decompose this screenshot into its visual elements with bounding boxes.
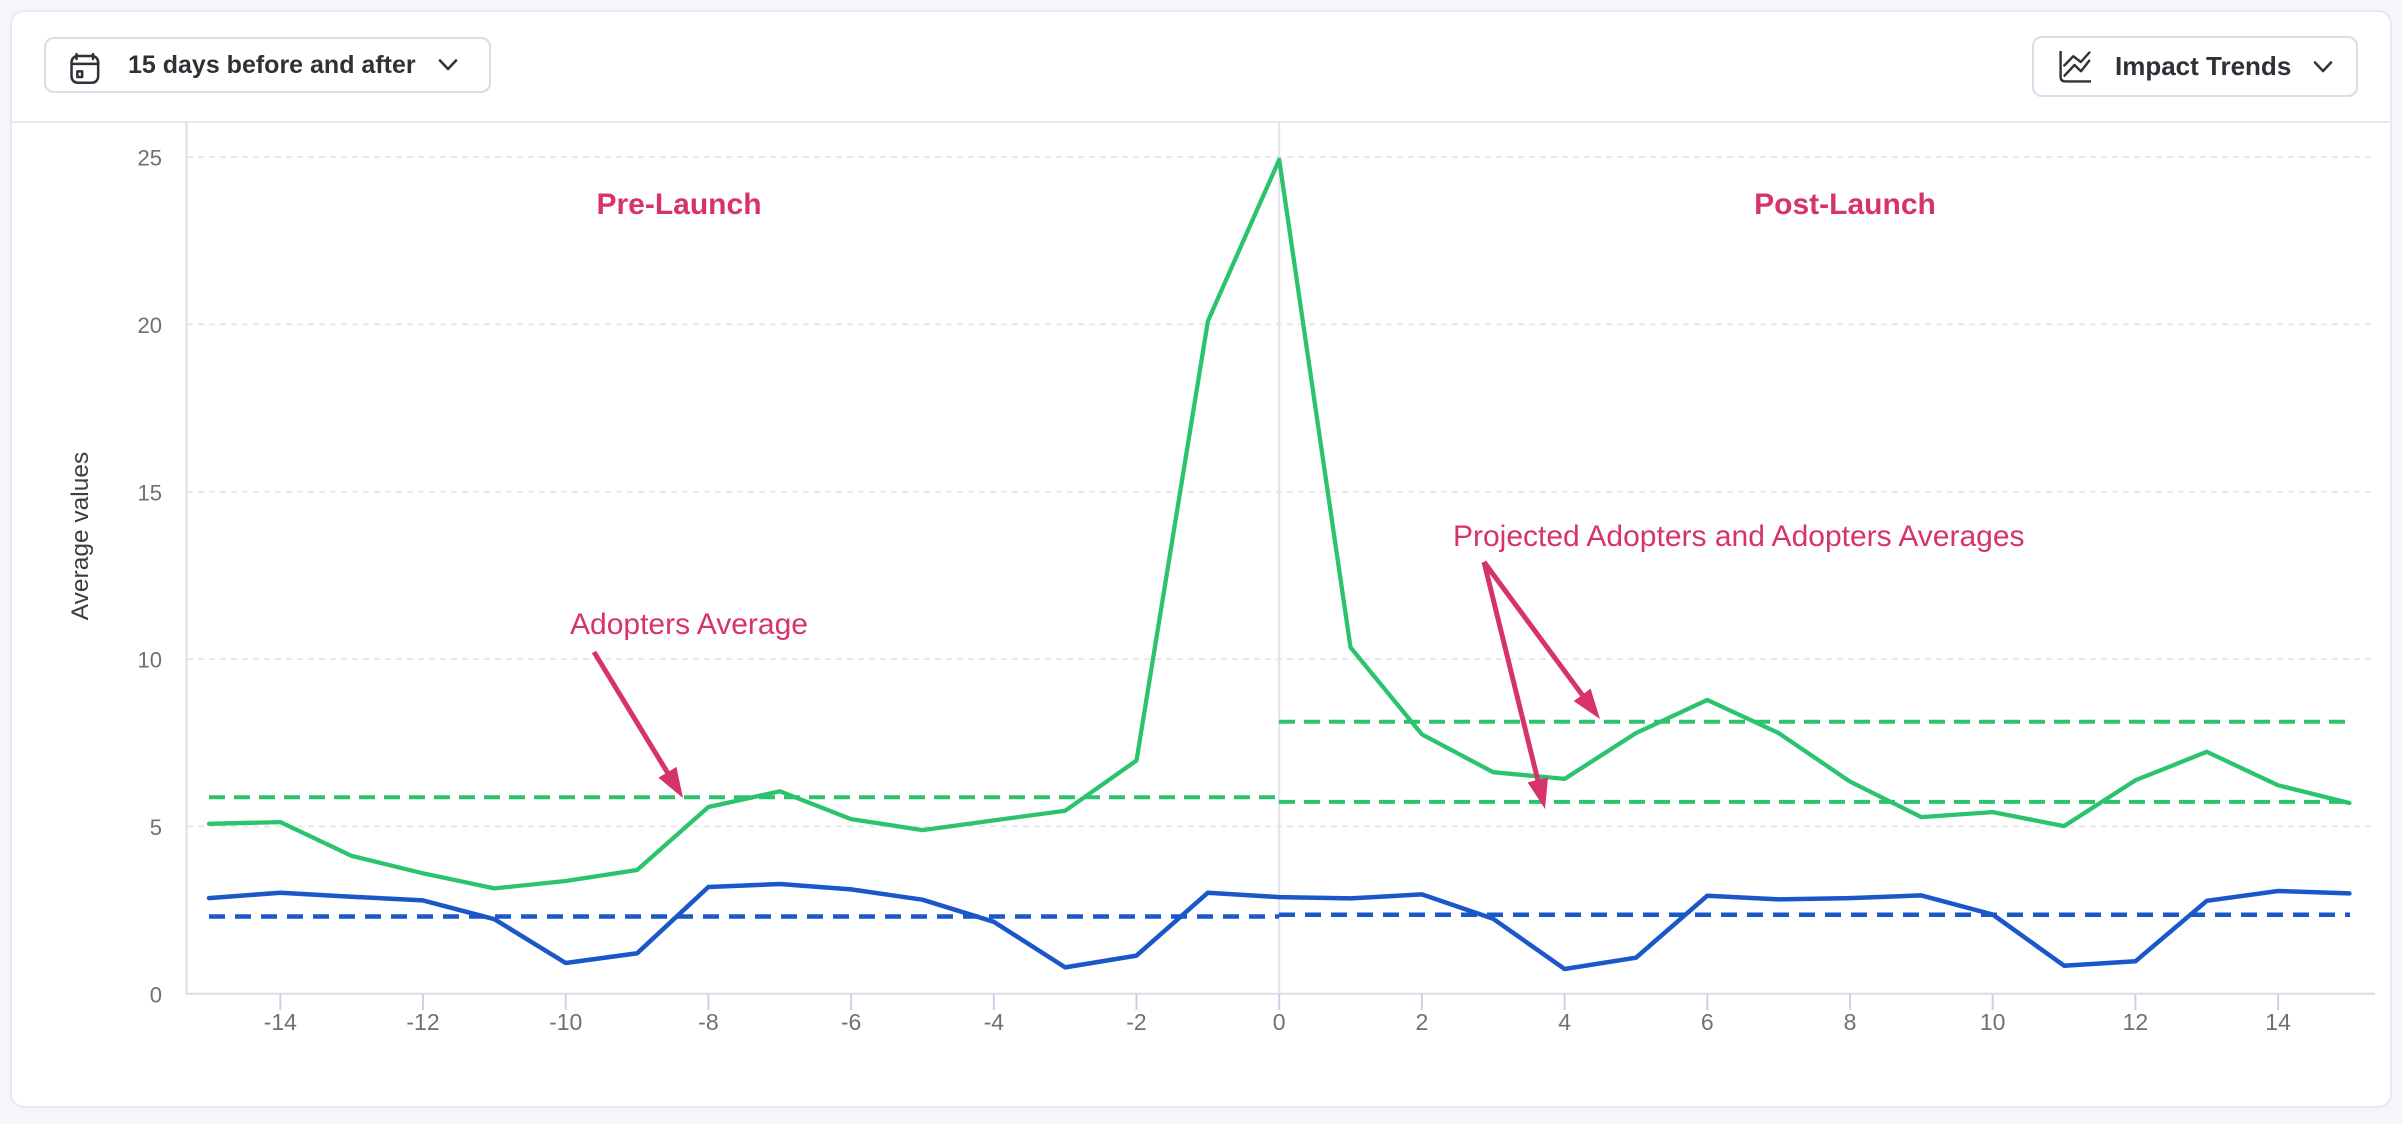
svg-text:14: 14	[2265, 1009, 2291, 1035]
svg-text:-14: -14	[264, 1009, 297, 1035]
svg-text:12: 12	[2123, 1009, 2149, 1035]
svg-text:20: 20	[138, 313, 162, 338]
svg-text:Post-Launch: Post-Launch	[1754, 188, 1936, 221]
svg-text:8: 8	[1844, 1009, 1857, 1035]
svg-text:15: 15	[138, 480, 162, 505]
svg-text:2: 2	[1416, 1009, 1429, 1035]
svg-text:4: 4	[1558, 1009, 1571, 1035]
svg-text:25: 25	[138, 146, 162, 171]
svg-text:-4: -4	[984, 1009, 1005, 1035]
svg-text:0: 0	[150, 982, 162, 1007]
svg-text:-2: -2	[1126, 1009, 1146, 1035]
svg-text:10: 10	[1980, 1009, 2006, 1035]
svg-text:Average values: Average values	[67, 452, 94, 620]
svg-text:10: 10	[138, 648, 162, 673]
svg-text:Projected Adopters and Adopter: Projected Adopters and Adopters Averages	[1453, 520, 2025, 553]
svg-text:-6: -6	[841, 1009, 861, 1035]
svg-text:0: 0	[1273, 1009, 1286, 1035]
svg-text:Adopters Average: Adopters Average	[570, 608, 808, 641]
svg-text:-8: -8	[698, 1009, 718, 1035]
svg-text:5: 5	[150, 815, 162, 840]
svg-text:-10: -10	[549, 1009, 582, 1035]
svg-text:-12: -12	[406, 1009, 439, 1035]
svg-text:6: 6	[1701, 1009, 1714, 1035]
svg-text:Pre-Launch: Pre-Launch	[596, 188, 761, 221]
